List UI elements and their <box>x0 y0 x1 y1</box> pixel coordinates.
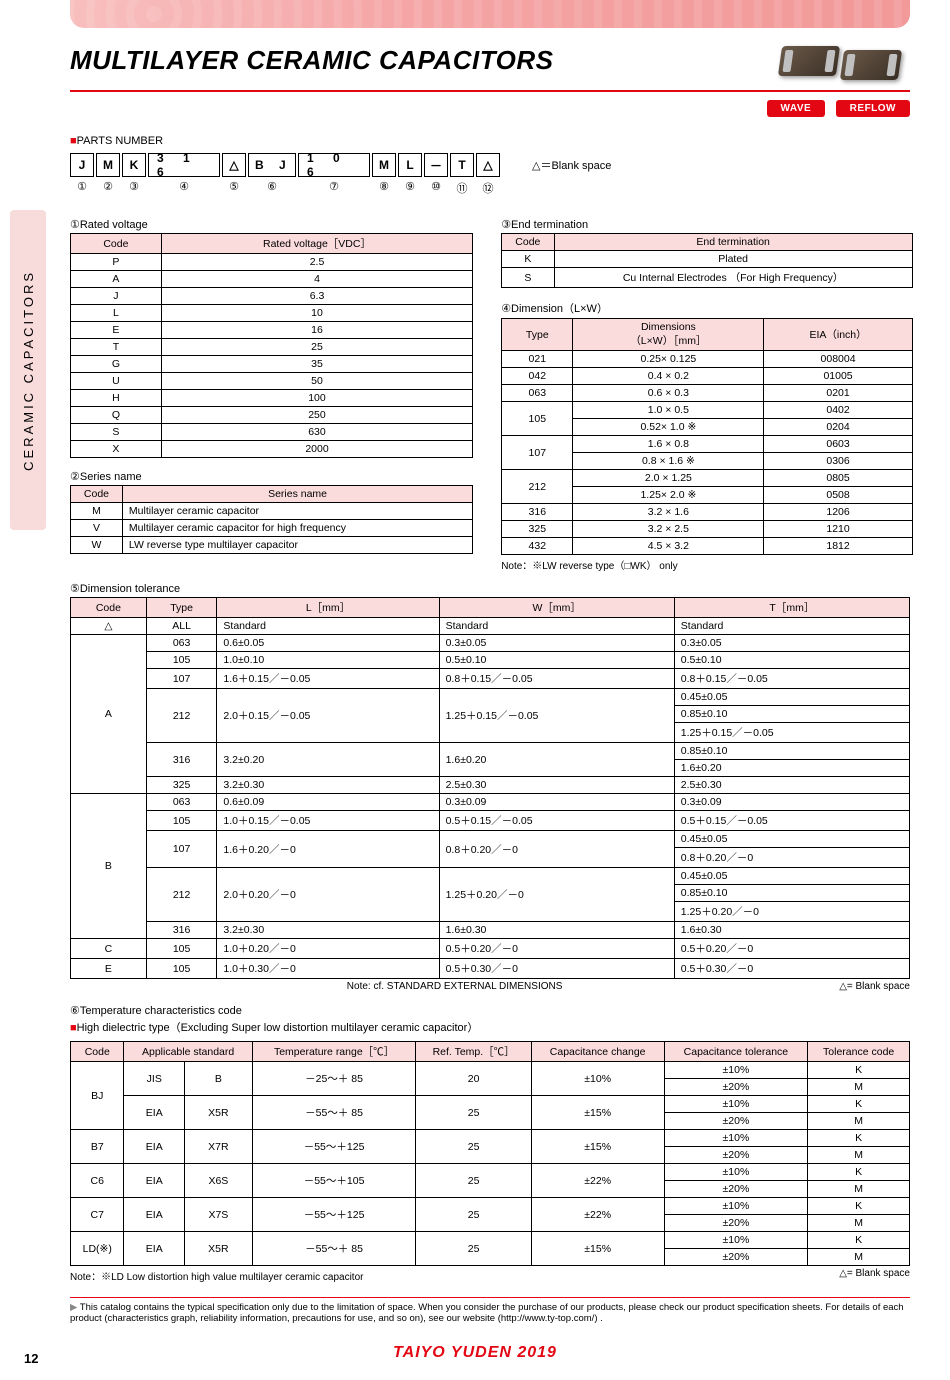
chip-illustration <box>780 36 910 84</box>
t6-note: Note：※LD Low distortion high value multi… <box>70 1268 363 1283</box>
footer-disclaimer: ▶ This catalog contains the typical spec… <box>70 1297 910 1324</box>
blank-space-note: △＝Blank space <box>532 157 611 173</box>
part-number-boxes: J①M②K③3 1 6④△⑤B J⑥1 0 6⑦M⑧L⑨－⑩T⑪△⑫ <box>70 153 502 196</box>
t2-label: ②Series name <box>70 470 473 483</box>
badge-reflow: REFLOW <box>836 100 910 117</box>
badge-wave: WAVE <box>767 100 826 117</box>
top-banner <box>70 0 910 28</box>
brand-footer: TAIYO YUDEN 2019 <box>0 1344 950 1380</box>
pn-box: － <box>424 153 448 177</box>
pn-index: ⑥ <box>267 180 277 193</box>
t5-note-right: △= Blank space <box>839 981 910 992</box>
pn-box: M <box>372 153 396 177</box>
pn-box: △ <box>476 153 500 177</box>
t5-note-left: Note: cf. STANDARD EXTERNAL DIMENSIONS <box>70 981 839 992</box>
pn-box: △ <box>222 153 246 177</box>
t6-label: ⑥Temperature characteristics code <box>70 1004 910 1017</box>
t4-note: Note：※LW reverse type（□WK） only <box>501 557 913 572</box>
t5-label: ⑤Dimension tolerance <box>70 582 910 595</box>
pn-box: M <box>96 153 120 177</box>
t6-note-right: △= Blank space <box>839 1268 910 1283</box>
pn-box: J <box>70 153 94 177</box>
rated-voltage-table: CodeRated voltage［VDC］P2.5A4J6.3L10E16T2… <box>70 233 473 458</box>
pn-index: ④ <box>179 180 189 193</box>
pn-index: ⑫ <box>483 180 494 196</box>
pn-index: ⑤ <box>229 180 239 193</box>
series-name-table: CodeSeries nameMMultilayer ceramic capac… <box>70 485 473 554</box>
pn-index: ② <box>103 180 113 193</box>
pn-box: B J <box>248 153 296 177</box>
pn-index: ⑨ <box>405 180 415 193</box>
t3-label: ③End termination <box>501 218 913 231</box>
t1-label: ①Rated voltage <box>70 218 473 231</box>
parts-number-heading: ■PARTS NUMBER <box>70 135 910 147</box>
pn-box: T <box>450 153 474 177</box>
pn-index: ⑪ <box>457 180 468 196</box>
pn-box: 1 0 6 <box>298 153 370 177</box>
pn-index: ⑩ <box>431 180 441 193</box>
page-title: MULTILAYER CERAMIC CAPACITORS <box>70 45 553 76</box>
end-termination-table: CodeEnd terminationKPlatedSCu Internal E… <box>501 233 913 288</box>
pn-box: 3 1 6 <box>148 153 220 177</box>
pn-box: L <box>398 153 422 177</box>
t6-sublabel: ■High dielectric type（Excluding Super lo… <box>70 1019 910 1035</box>
temperature-characteristics-table: CodeApplicable standardTemperature range… <box>70 1041 910 1266</box>
page-number: 12 <box>24 1351 38 1366</box>
pn-index: ③ <box>129 180 139 193</box>
pn-index: ① <box>77 180 87 193</box>
pn-index: ⑦ <box>329 180 339 193</box>
pn-box: K <box>122 153 146 177</box>
pn-index: ⑧ <box>379 180 389 193</box>
t4-label: ④Dimension（L×W） <box>501 300 913 316</box>
dimension-table: TypeDimensions（L×W）［mm］EIA（inch）0210.25×… <box>501 318 913 555</box>
dimension-tolerance-table: CodeTypeL［mm］W［mm］T［mm］△ALLStandardStand… <box>70 597 910 979</box>
